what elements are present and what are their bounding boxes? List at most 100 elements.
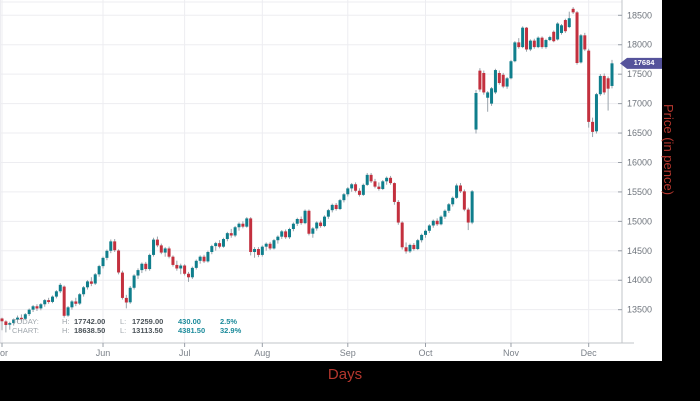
y-tick-label: 18000 xyxy=(627,40,652,50)
candle-body xyxy=(221,239,225,247)
candle-body xyxy=(455,185,459,198)
candle-body xyxy=(51,296,55,302)
candle-body xyxy=(338,200,342,210)
candle-body xyxy=(478,70,482,90)
candle-body xyxy=(505,78,509,87)
candle-body xyxy=(249,218,253,252)
candle-body xyxy=(606,78,610,89)
x-tick-label: Jul xyxy=(179,348,191,358)
candle-body xyxy=(194,260,198,268)
candle-body xyxy=(540,37,544,48)
candle-body xyxy=(101,257,105,267)
candle-body xyxy=(19,317,23,320)
candle-body xyxy=(264,243,268,247)
candle-body xyxy=(155,239,159,246)
candle-body xyxy=(284,231,288,238)
candle-body xyxy=(490,88,494,104)
candle-body xyxy=(365,174,369,185)
candle-body xyxy=(587,50,591,122)
candle-body xyxy=(229,233,233,236)
today-change-pct: 2.5% xyxy=(220,317,238,326)
candle-body xyxy=(163,248,167,253)
candle-body xyxy=(120,272,124,298)
x-tick-label: Nov xyxy=(503,348,520,358)
candle-body xyxy=(167,248,171,257)
candle-body xyxy=(198,256,202,261)
candle-body xyxy=(288,229,292,238)
candle-body xyxy=(458,185,462,192)
candle-body xyxy=(412,244,416,250)
candle-body xyxy=(78,294,82,304)
candle-body xyxy=(517,42,521,48)
candle-body xyxy=(132,275,136,288)
candle-body xyxy=(117,250,121,273)
candle-body xyxy=(245,218,249,227)
candle-body xyxy=(152,239,156,255)
candle-body xyxy=(513,42,517,62)
candle-body xyxy=(466,209,470,223)
candle-body xyxy=(369,174,373,182)
candle-body xyxy=(159,245,163,253)
candle-body xyxy=(486,92,490,98)
candle-body xyxy=(521,27,525,48)
candle-body xyxy=(276,236,280,241)
candle-body xyxy=(62,286,66,316)
candle-body xyxy=(528,40,532,50)
candle-body xyxy=(124,297,128,303)
candle-body xyxy=(451,197,455,205)
chart-low-label: L: xyxy=(120,326,127,335)
chart-change-value: 4381.50 xyxy=(178,326,206,335)
candle-body xyxy=(272,240,276,249)
candle-body xyxy=(206,251,210,262)
candle-body xyxy=(501,74,505,87)
x-tick-label: Aug xyxy=(254,348,270,358)
candle-body xyxy=(253,249,257,252)
chart-high-label: H: xyxy=(62,326,70,335)
candle-body xyxy=(598,75,602,95)
candle-body xyxy=(66,307,70,316)
candle-body xyxy=(408,244,412,252)
candle-body xyxy=(190,267,194,278)
candle-body xyxy=(148,254,152,270)
candle-body xyxy=(552,31,556,42)
y-tick-label: 13500 xyxy=(627,305,652,315)
candle-body xyxy=(97,266,101,275)
y-tick-label: 15500 xyxy=(627,187,652,197)
today-low-label: L: xyxy=(120,317,127,326)
candle-body xyxy=(299,219,303,224)
candle-body xyxy=(23,314,27,319)
candle-body xyxy=(575,12,579,63)
candle-body xyxy=(31,306,35,310)
candle-body xyxy=(186,273,190,278)
candle-body xyxy=(567,18,571,28)
candle-body xyxy=(16,317,20,320)
candle-body xyxy=(179,265,183,269)
candlestick-plot[interactable]: 13500 14000 14500 15000 15500 16000 16500 17000… xyxy=(0,0,662,361)
candle-body xyxy=(532,40,536,48)
candle-body xyxy=(326,210,330,217)
candle-body xyxy=(509,61,513,79)
candle-body xyxy=(93,274,97,284)
candle-body xyxy=(334,204,338,210)
x-tick-label: Dec xyxy=(581,348,598,358)
today-high-label: H: xyxy=(62,317,70,326)
last-price-badge: 17684 xyxy=(620,57,662,69)
candle-body xyxy=(171,256,175,265)
candle-body xyxy=(381,181,385,189)
candle-body xyxy=(544,40,548,48)
candle-body xyxy=(8,323,12,325)
candle-body xyxy=(319,222,323,227)
y-tick-label: 14000 xyxy=(627,275,652,285)
candle-body xyxy=(470,191,474,223)
candle-body xyxy=(214,243,218,247)
candle-body xyxy=(497,73,501,84)
candle-body xyxy=(322,216,326,227)
candle-body xyxy=(400,222,404,248)
candle-body xyxy=(85,281,89,288)
candle-body xyxy=(559,25,563,33)
candle-body xyxy=(493,70,497,93)
y-tick-label: 17500 xyxy=(627,69,652,79)
candle-body xyxy=(392,183,396,202)
candle-body xyxy=(311,228,315,234)
candle-body xyxy=(396,201,400,223)
